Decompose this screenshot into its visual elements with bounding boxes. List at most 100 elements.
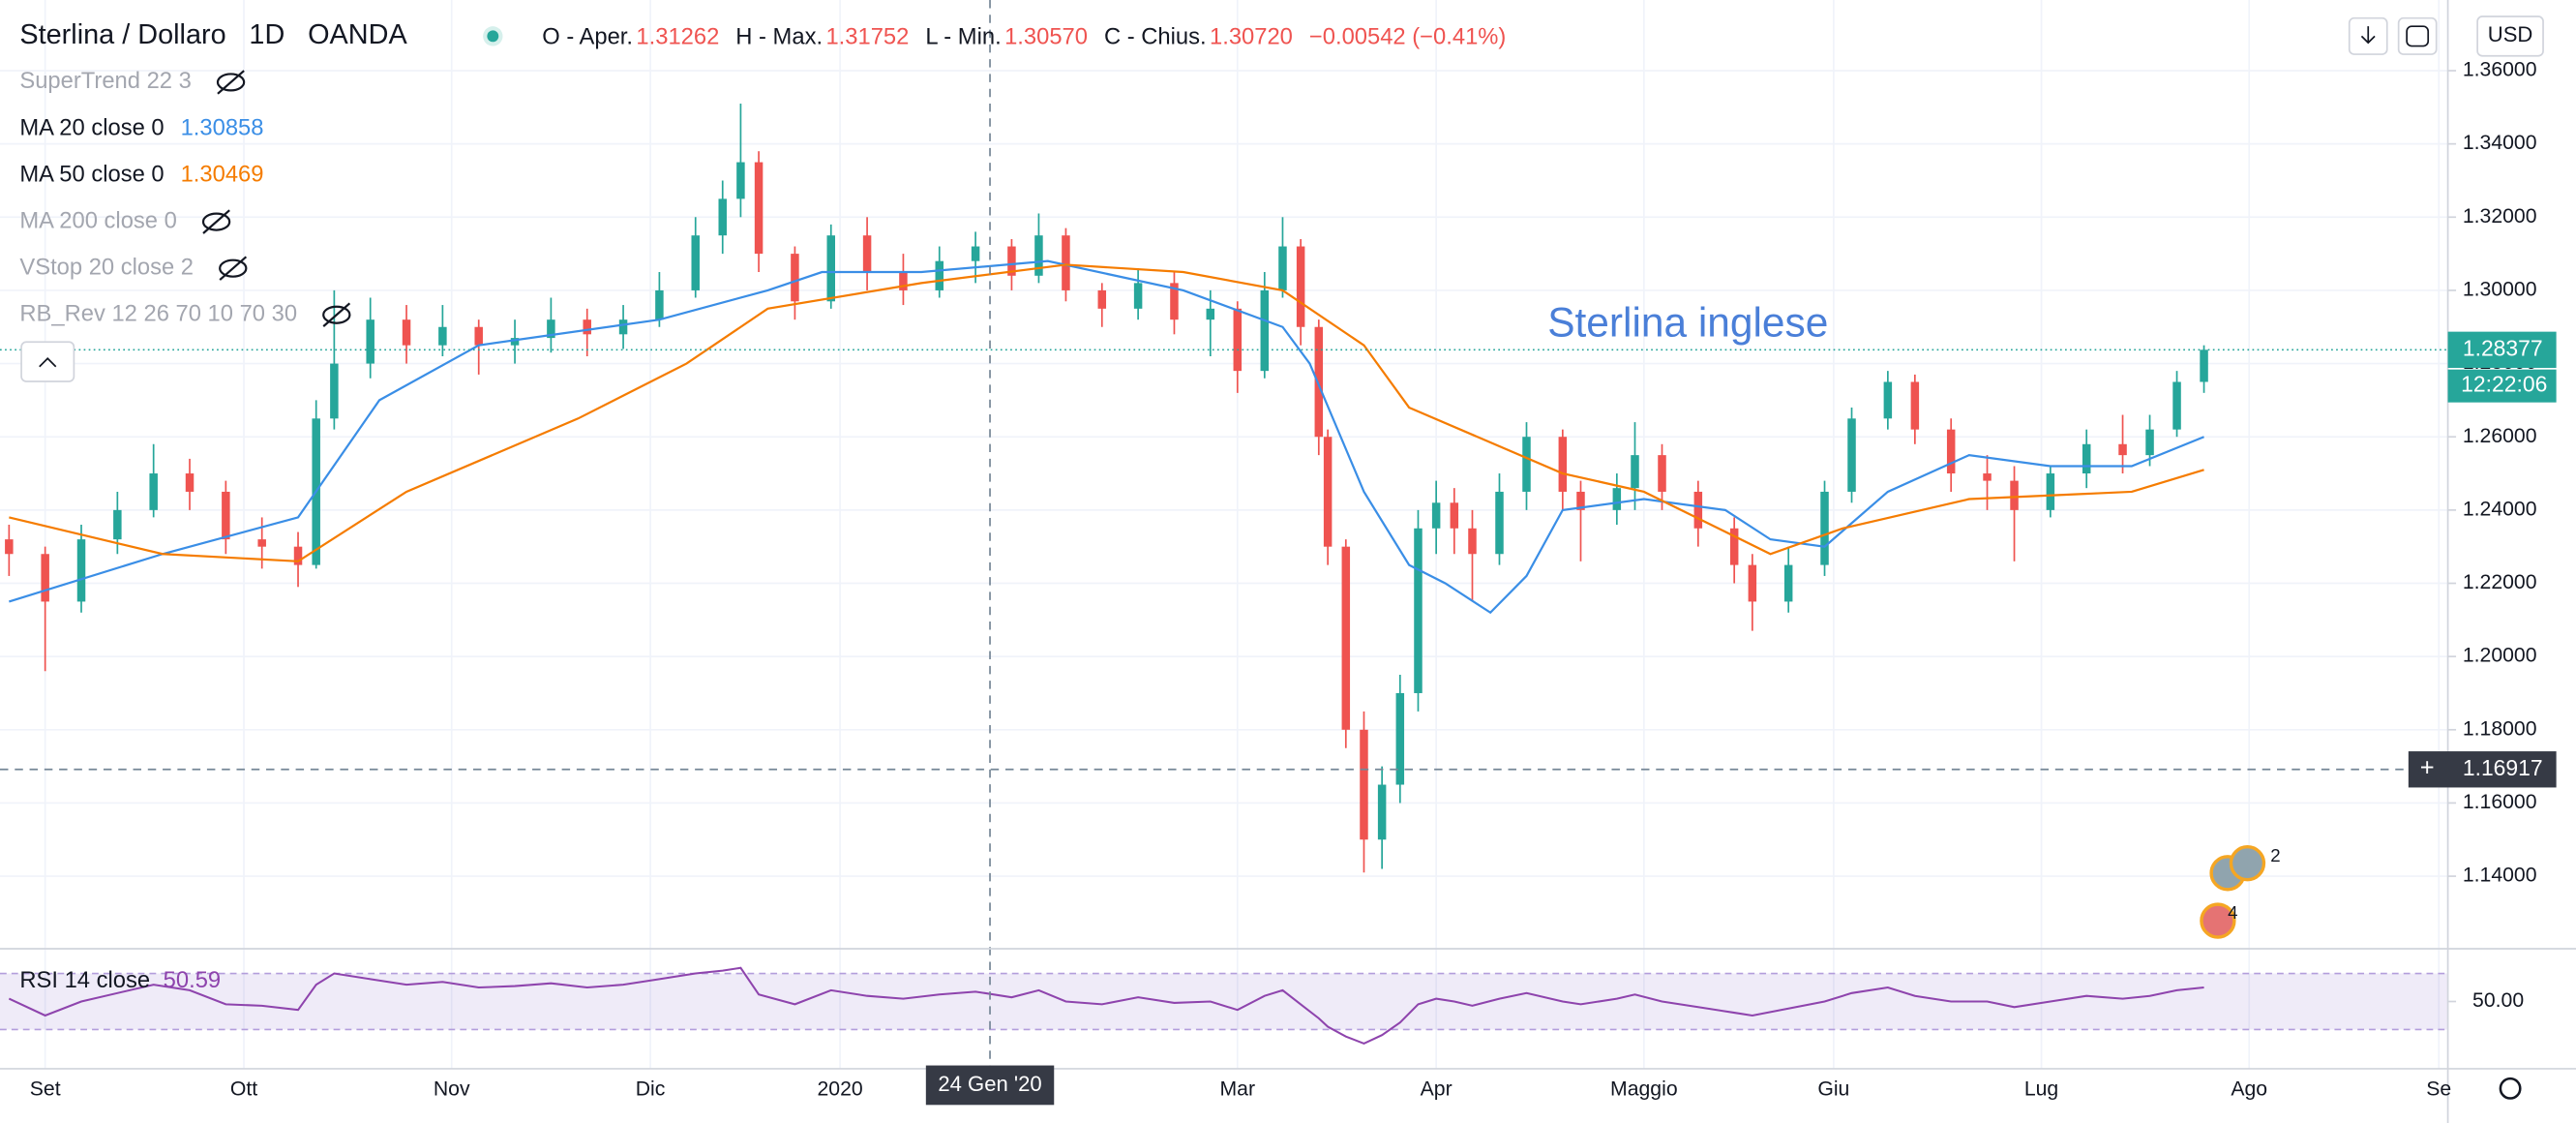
- candle-body: [583, 319, 591, 335]
- candle-body: [1820, 491, 1829, 565]
- candle-body: [1883, 381, 1893, 419]
- event-count: 4: [2228, 902, 2237, 923]
- legend-header: Sterlina / Dollaro 1D OANDA O - Aper. 1.3…: [19, 19, 1506, 327]
- indicator-label: MA 50 close 0: [19, 161, 164, 187]
- fullscreen-icon: [2406, 25, 2430, 47]
- last-price-label: 1.28377: [2463, 335, 2543, 360]
- x-tick-label: Ago: [2231, 1078, 2267, 1101]
- candle-body: [1612, 488, 1622, 510]
- currency: USD: [2488, 22, 2533, 46]
- x-tick-label: Set: [30, 1078, 61, 1101]
- y-tick-label: 1.36000: [2463, 59, 2537, 81]
- interval: 1D: [249, 19, 285, 50]
- settings-icon[interactable]: [2499, 1077, 2522, 1100]
- candle-body: [1910, 381, 1920, 430]
- ohlc-label: C - Chius.: [1104, 23, 1207, 49]
- source: OANDA: [308, 19, 407, 50]
- event-icon[interactable]: [2229, 844, 2266, 882]
- x-tick-label: Mar: [1220, 1078, 1256, 1101]
- candle-body: [718, 198, 727, 236]
- axes: 1.14000 1.16000 1.18000 1.20000 1.22000 1.240…: [30, 59, 2557, 1106]
- candle-body: [5, 539, 14, 555]
- ohlc-change: −0.00542 (−0.41%): [1309, 23, 1506, 49]
- event-icon[interactable]: [2200, 902, 2236, 939]
- candle-body: [1062, 235, 1070, 290]
- candle-body: [1260, 289, 1270, 372]
- candle-body: [1133, 283, 1143, 309]
- hidden-eye-icon[interactable]: [219, 258, 248, 278]
- collapse-legend-button[interactable]: [20, 341, 75, 382]
- candle-body: [1631, 455, 1639, 489]
- candle-body: [1323, 437, 1333, 547]
- crosshair-date-box: [925, 1065, 1055, 1106]
- hidden-indicator-label: SuperTrend 22 3: [19, 68, 191, 94]
- countdown-box: [2447, 369, 2557, 403]
- candle-body: [1414, 528, 1423, 693]
- candle-body: [2082, 443, 2091, 474]
- moving-average-line: [9, 263, 2204, 562]
- candle-body: [185, 473, 195, 492]
- candle-body: [2046, 473, 2055, 510]
- hidden-eye-slash: [322, 302, 351, 327]
- x-tick-label: Maggio: [1610, 1078, 1678, 1101]
- candle-body: [149, 473, 158, 510]
- hidden-eye-icon[interactable]: [201, 212, 231, 231]
- candle-body: [257, 539, 266, 547]
- candle-body: [1007, 246, 1016, 276]
- hidden-indicator-label: VStop 20 close 2: [19, 254, 194, 280]
- candle-body: [1377, 784, 1387, 840]
- hidden-eye-icon[interactable]: [322, 305, 351, 324]
- grid: [0, 0, 2448, 1069]
- candle-body: [1341, 546, 1351, 730]
- hidden-eye-slash: [219, 256, 248, 281]
- candle-body: [474, 326, 483, 346]
- ohlc-value: 1.31262: [636, 23, 719, 49]
- candle-body: [935, 260, 944, 290]
- candle-body: [1468, 528, 1477, 555]
- hidden-indicator-label: RB_Rev 12 26 70 10 70 30: [19, 301, 297, 327]
- rsi-pane: RSI 14 close 50.59: [0, 966, 2448, 1046]
- candle-body: [1206, 308, 1215, 320]
- y-tick-label: 1.26000: [2463, 425, 2537, 447]
- candle-body: [1296, 246, 1305, 327]
- candle-body: [547, 319, 555, 339]
- y-tick-label: 1.18000: [2463, 717, 2537, 740]
- currency-button[interactable]: [2476, 15, 2544, 57]
- indicator-label: MA 20 close 0: [19, 114, 164, 140]
- candle-body: [826, 235, 835, 302]
- x-tick-label: Lug: [2024, 1078, 2058, 1101]
- candle-body: [1729, 528, 1739, 565]
- candle-body: [222, 491, 230, 540]
- crosshair-price-label: 1.16917: [2463, 755, 2543, 780]
- ohlc-label: O - Aper.: [542, 23, 633, 49]
- candle-body: [2172, 381, 2181, 430]
- candle-body: [293, 546, 303, 565]
- candle-body: [2200, 349, 2208, 382]
- moving-average-line: [9, 259, 2204, 615]
- x-tick-label: Giu: [1817, 1078, 1849, 1101]
- candle-body: [438, 326, 447, 346]
- fullscreen-button[interactable]: [2397, 16, 2438, 55]
- candle-body: [1097, 289, 1107, 309]
- ohlc-value: 1.30720: [1210, 23, 1293, 49]
- candle-body: [1278, 246, 1287, 290]
- candle-body: [1847, 418, 1856, 492]
- y-tick-label: 1.16000: [2463, 791, 2537, 813]
- candle-body: [1783, 564, 1793, 602]
- candle-body: [1034, 235, 1043, 276]
- candle-body: [618, 319, 628, 335]
- candle-body: [971, 246, 980, 261]
- candle-body: [2118, 443, 2127, 456]
- annotation: Sterlina inglese: [1547, 299, 1828, 345]
- hidden-eye-icon[interactable]: [216, 73, 246, 92]
- status-dot: [487, 30, 499, 43]
- candle-body: [1360, 729, 1368, 840]
- x-tick-label: Se: [2426, 1078, 2451, 1101]
- crosshair-price-box: [2408, 751, 2557, 788]
- ohlc-label: H - Max.: [735, 23, 823, 49]
- ohlc-value: 1.30570: [1004, 23, 1088, 49]
- candle-body: [1576, 491, 1585, 510]
- candle-body: [691, 235, 700, 290]
- candle-body: [366, 319, 374, 364]
